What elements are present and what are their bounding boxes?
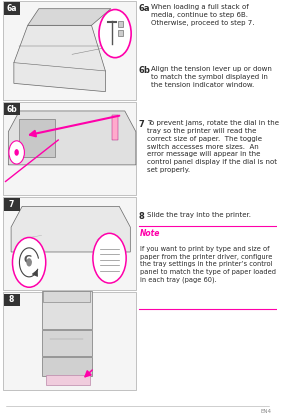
Text: 8: 8 — [9, 295, 14, 304]
FancyBboxPatch shape — [118, 30, 123, 36]
FancyBboxPatch shape — [4, 103, 20, 115]
Text: To prevent jams, rotate the dial in the
tray so the printer will read the
correc: To prevent jams, rotate the dial in the … — [147, 120, 279, 173]
Text: Align the tension lever up or down
to match the symbol displayed in
the tension : Align the tension lever up or down to ma… — [151, 66, 272, 88]
Circle shape — [93, 233, 126, 283]
FancyBboxPatch shape — [46, 375, 90, 385]
FancyBboxPatch shape — [118, 21, 123, 27]
FancyBboxPatch shape — [3, 197, 136, 290]
Text: 6a: 6a — [6, 4, 17, 13]
Text: When loading a full stack of
media, continue to step 6B.
Otherwise, proceed to s: When loading a full stack of media, cont… — [151, 4, 255, 26]
Circle shape — [26, 258, 32, 266]
Text: 7: 7 — [139, 120, 144, 129]
Circle shape — [9, 141, 24, 164]
FancyBboxPatch shape — [20, 119, 56, 156]
FancyBboxPatch shape — [112, 115, 118, 140]
Text: Note: Note — [140, 229, 160, 238]
FancyBboxPatch shape — [4, 294, 20, 306]
FancyBboxPatch shape — [4, 198, 20, 211]
Text: If you want to print by type and size of
paper from the printer driver, configur: If you want to print by type and size of… — [140, 246, 276, 283]
Text: Slide the tray into the printer.: Slide the tray into the printer. — [147, 212, 251, 217]
FancyBboxPatch shape — [43, 291, 90, 302]
Text: C: C — [24, 255, 32, 265]
Circle shape — [14, 149, 19, 156]
Polygon shape — [8, 111, 136, 165]
FancyBboxPatch shape — [3, 102, 136, 195]
FancyBboxPatch shape — [4, 2, 20, 15]
Polygon shape — [28, 9, 111, 25]
Text: 8: 8 — [139, 212, 144, 220]
Circle shape — [99, 10, 131, 58]
FancyBboxPatch shape — [3, 293, 136, 390]
Text: EN4: EN4 — [261, 409, 272, 414]
Text: 6b: 6b — [6, 105, 17, 114]
FancyBboxPatch shape — [42, 357, 92, 376]
Text: 7: 7 — [9, 200, 14, 209]
Polygon shape — [14, 25, 105, 92]
Circle shape — [13, 237, 46, 287]
FancyBboxPatch shape — [42, 291, 92, 329]
Text: 6b: 6b — [139, 66, 151, 76]
FancyBboxPatch shape — [42, 330, 92, 356]
Polygon shape — [11, 206, 130, 252]
Text: 6a: 6a — [139, 4, 150, 13]
FancyBboxPatch shape — [3, 1, 136, 100]
